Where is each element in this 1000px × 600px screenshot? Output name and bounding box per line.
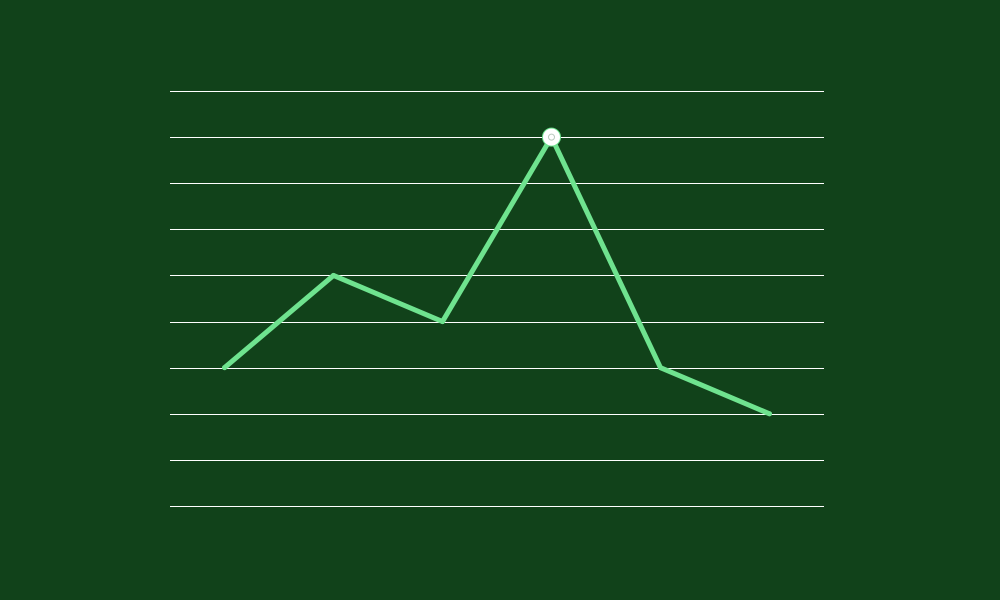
data-point-1 (331, 272, 336, 278)
highlight-point-marker (542, 127, 561, 147)
data-point-0 (222, 365, 227, 371)
data-point-4 (658, 365, 663, 371)
highlight-point-inner-ring (548, 133, 555, 141)
series-line-0 (222, 134, 772, 417)
data-point-5 (767, 411, 772, 417)
series-layer (222, 134, 772, 417)
gridlines (170, 91, 824, 507)
data-points (222, 127, 772, 417)
data-point-2 (440, 319, 445, 325)
